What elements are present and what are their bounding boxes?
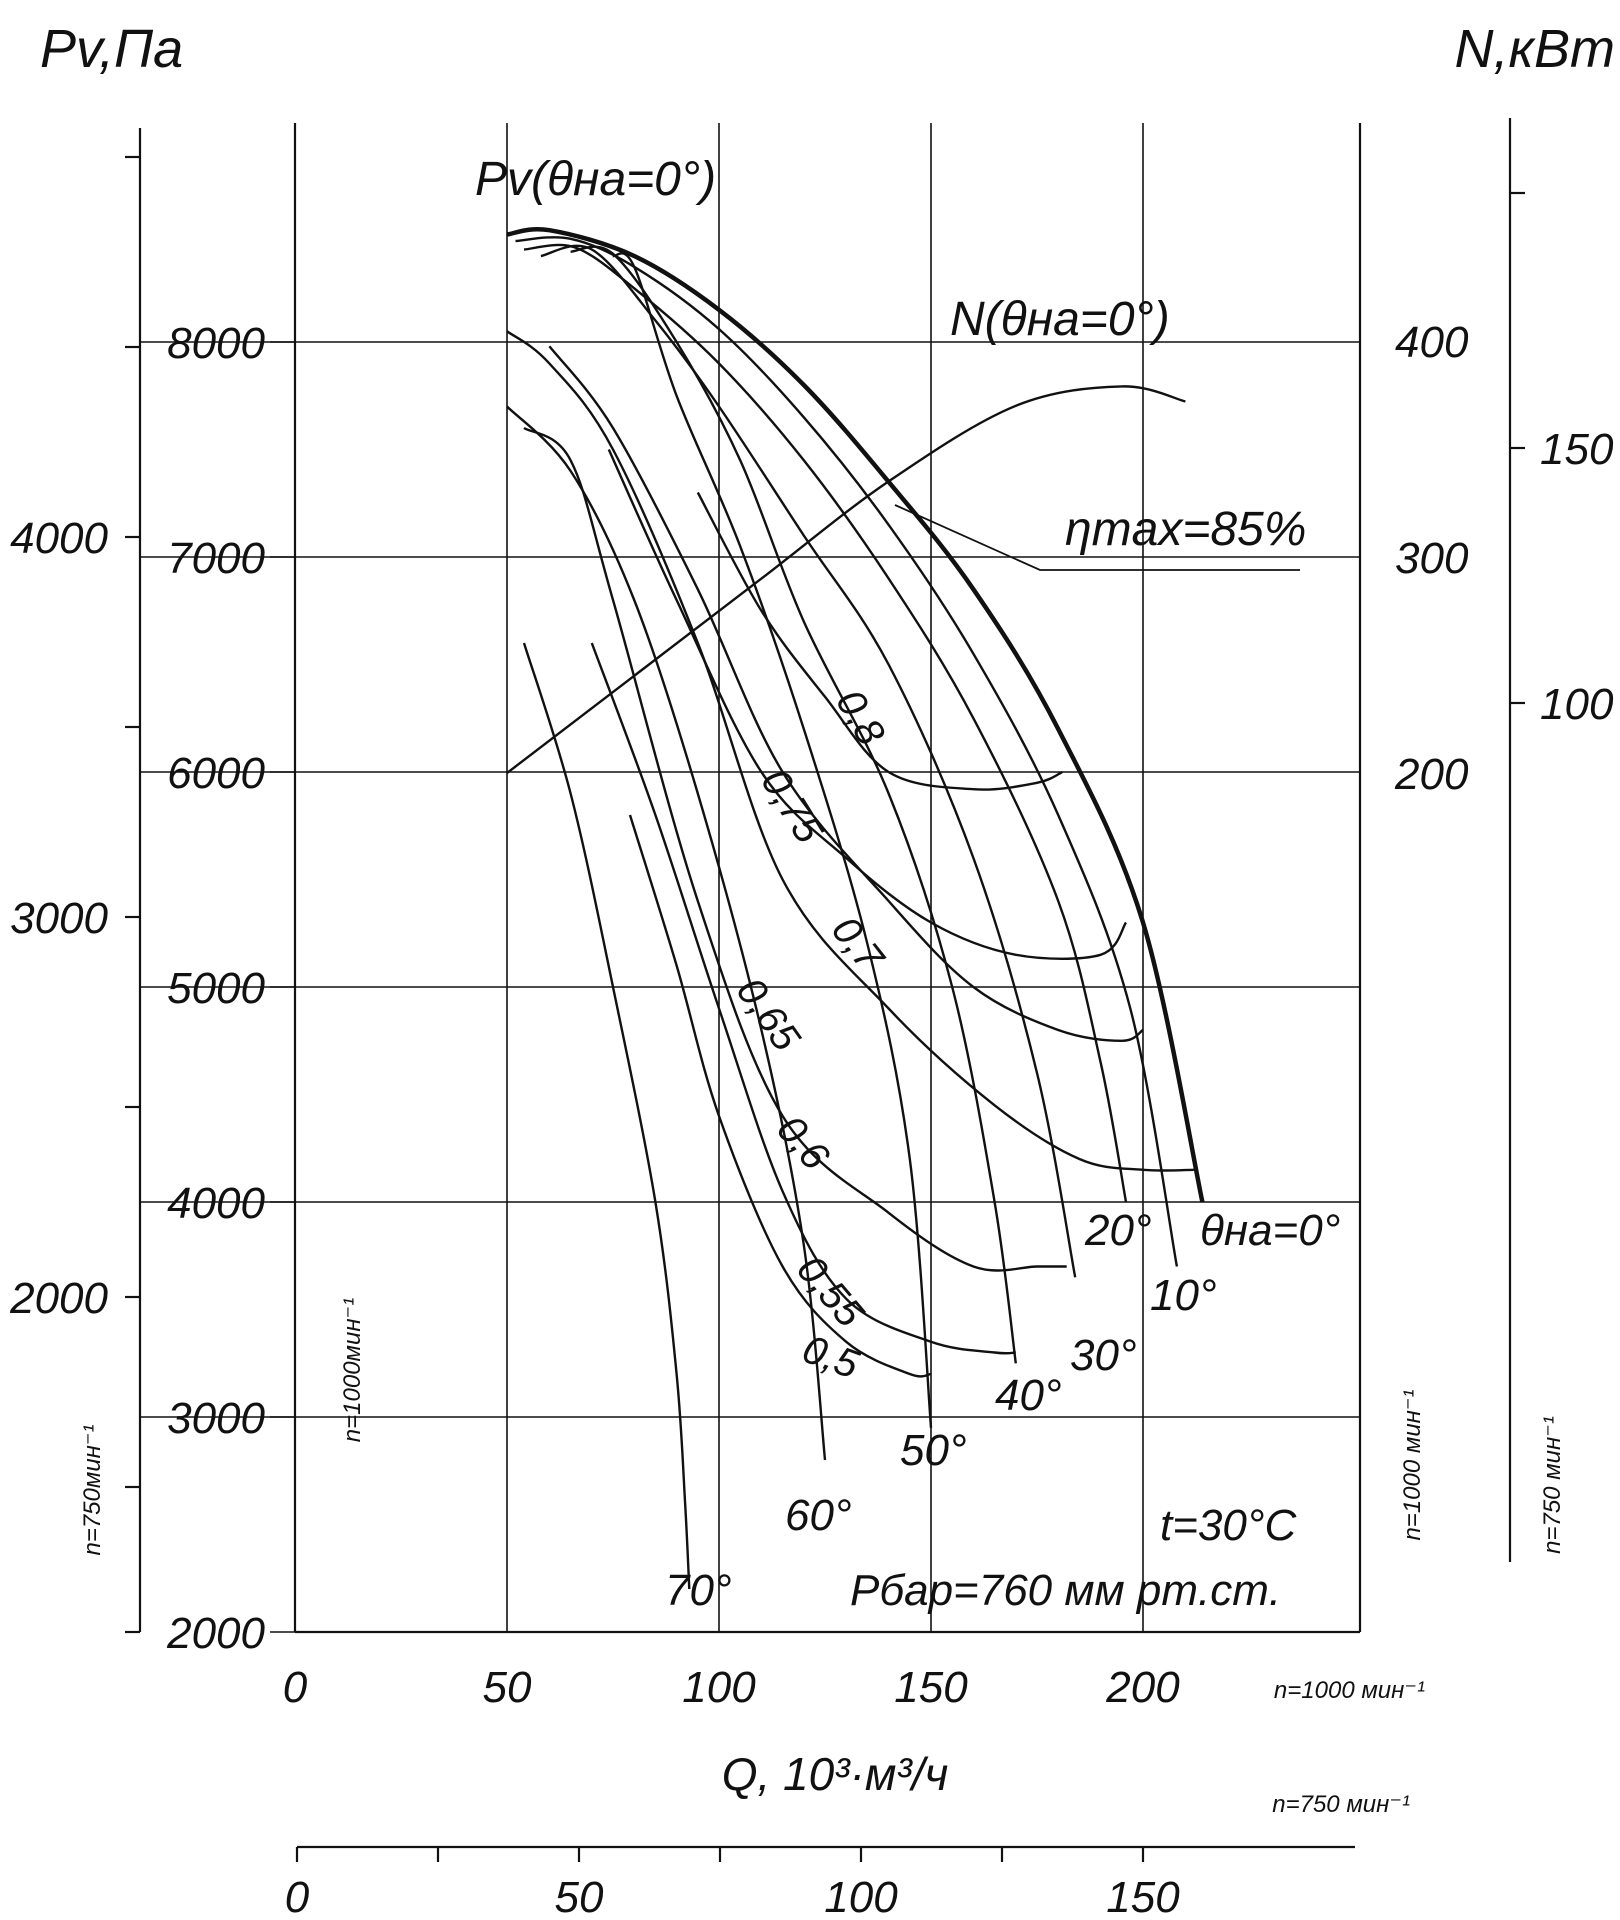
x-main-tick-label: 0 (283, 1663, 308, 1712)
y-left-secondary-tick-label: 4000 (10, 514, 108, 563)
y-right-outer-note: n=750 мин⁻¹ (1539, 1416, 1566, 1554)
y-main-tick-label: 7000 (167, 534, 265, 583)
labels: Pv(θна=0°) N(θна=0°) ηmax=85% t=30°C Pбар=76… (475, 153, 1340, 1615)
angle-label: 30° (1070, 1331, 1137, 1380)
efficiency-label: 0,7 (823, 908, 893, 980)
y-right-inner-tick-label: 300 (1395, 534, 1469, 583)
x-main-note: n=1000 мин⁻¹ (1274, 1677, 1425, 1704)
angle-label: 40° (995, 1371, 1062, 1420)
power-curve-label: N(θна=0°) (950, 293, 1170, 346)
y-left-secondary-tick-label: 3000 (10, 894, 108, 943)
series-line-angle-3 (540, 244, 1077, 1278)
angle-label: 20° (1084, 1206, 1152, 1255)
efficiency-label: 0,65 (728, 970, 809, 1060)
series-line-angle-0 (506, 227, 1205, 1203)
series-line-angle-2 (523, 243, 1128, 1203)
efficiency-contour-0 (696, 491, 1063, 791)
pv-curve-label: Pv(θна=0°) (475, 153, 716, 206)
series-line-angle-5 (612, 252, 933, 1428)
y-main-tick-label: 2000 (166, 1609, 265, 1658)
angle-label: 10° (1150, 1271, 1217, 1320)
series-line-angle-4 (570, 245, 1017, 1364)
x-main-tick-label: 50 (483, 1663, 532, 1712)
y-main-tick-label: 3000 (167, 1394, 265, 1443)
y-left-unit-label: Pv,Па (40, 19, 183, 79)
x-main-tick-label: 100 (682, 1663, 756, 1712)
y-right-inner-note: n=1000 мин⁻¹ (1399, 1389, 1426, 1540)
x-axis-label: Q, 10³·м³/ч (722, 1748, 949, 1800)
efficiency-label: 0,8 (827, 683, 893, 754)
efficiency-label: 0,55 (788, 1248, 872, 1336)
y-main-tick-label: 4000 (167, 1179, 265, 1228)
efficiency-contour-2 (548, 345, 1144, 1043)
y-right-inner-tick-label: 200 (1394, 750, 1469, 799)
series-line-angle-7 (522, 642, 691, 1590)
y-main-tick-label: 8000 (167, 319, 265, 368)
grid (140, 123, 1362, 1634)
angle-label: 60° (785, 1491, 852, 1540)
y-main-note: n=1000мин⁻¹ (339, 1298, 366, 1442)
x-main-tick-label: 150 (894, 1663, 968, 1712)
y-left-secondary-tick-label: 2000 (9, 1274, 108, 1323)
series-line-angle-1 (515, 236, 1179, 1267)
efficiency-contour-3 (506, 330, 1194, 1172)
axes: 2000300040005000600070008000200030004000… (9, 19, 1615, 1920)
efficiency-label: 0,5 (797, 1327, 865, 1388)
y-right-outer-tick-label: 100 (1540, 680, 1614, 729)
x-main-tick-label: 200 (1105, 1663, 1180, 1712)
efficiency-contour-1 (607, 449, 1128, 960)
eta-max-label: ηmax=85% (1065, 503, 1306, 556)
efficiency-contour-6 (628, 814, 932, 1378)
pressure-label: Pбар=760 мм pm.cm. (850, 1566, 1281, 1615)
angle-label: 70° (665, 1566, 732, 1615)
y-main-tick-label: 6000 (167, 749, 265, 798)
y-right-outer-tick-label: 150 (1540, 425, 1614, 474)
y-right-unit-label: N,кВт (1455, 19, 1616, 79)
angle-label: θна=0° (1200, 1206, 1340, 1255)
y-left-secondary-note: n=750мин⁻¹ (79, 1424, 106, 1555)
curves (506, 227, 1300, 1590)
y-main-tick-label: 5000 (167, 964, 265, 1013)
x-secondary-tick-label: 50 (555, 1873, 604, 1920)
angle-label: 50° (900, 1426, 967, 1475)
x-secondary-tick-label: 100 (824, 1873, 898, 1920)
x-secondary-tick-label: 0 (285, 1873, 310, 1920)
efficiency-contour-4 (523, 426, 1067, 1272)
x-secondary-note: n=750 мин⁻¹ (1272, 1791, 1410, 1818)
x-secondary-tick-label: 150 (1106, 1873, 1180, 1920)
efficiency-contour-5 (590, 642, 1016, 1355)
temperature-label: t=30°C (1160, 1501, 1297, 1550)
y-right-inner-tick-label: 400 (1395, 318, 1469, 367)
eta-max-leader (894, 504, 1300, 571)
